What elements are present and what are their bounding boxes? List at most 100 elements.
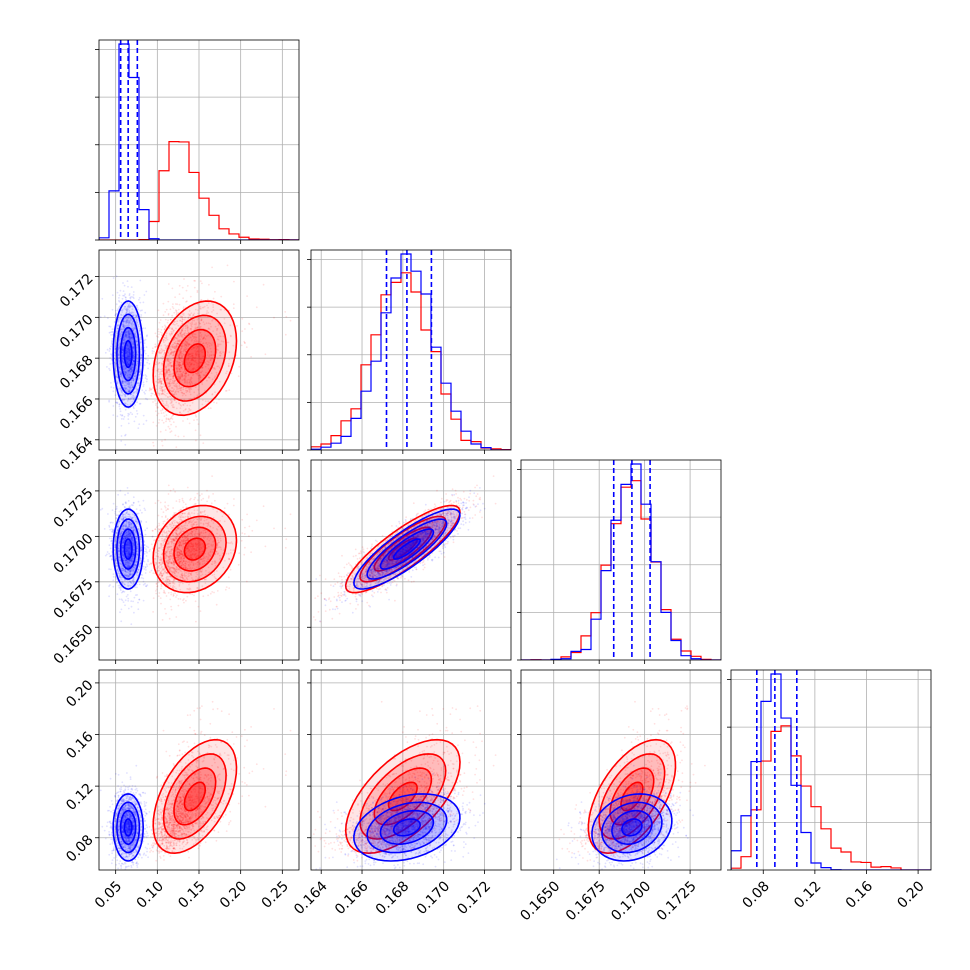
scatter-point xyxy=(172,374,175,377)
scatter-point xyxy=(195,354,198,357)
scatter-point xyxy=(127,374,130,377)
scatter-point xyxy=(108,400,110,403)
scatter-point xyxy=(193,286,196,289)
scatter-point xyxy=(177,556,180,559)
scatter-point xyxy=(206,304,208,307)
scatter-point xyxy=(248,525,251,528)
scatter-point xyxy=(194,340,197,343)
scatter-point xyxy=(175,344,178,347)
scatter-point xyxy=(178,356,181,359)
scatter-point xyxy=(115,401,117,404)
scatter-point xyxy=(130,296,133,298)
scatter-point xyxy=(203,374,206,377)
scatter-point xyxy=(167,319,170,322)
scatter-point xyxy=(178,354,181,357)
scatter-point xyxy=(129,355,132,357)
scatter-point xyxy=(182,297,185,300)
scatter-point xyxy=(173,345,176,348)
scatter-point xyxy=(191,348,194,350)
scatter-point xyxy=(117,344,120,347)
scatter-point xyxy=(108,399,110,402)
scatter-point xyxy=(128,335,131,338)
scatter-point xyxy=(192,342,195,345)
scatter-point xyxy=(166,321,169,324)
scatter-point xyxy=(132,358,134,360)
scatter-point xyxy=(195,372,198,375)
scatter-point xyxy=(125,334,128,336)
scatter-point xyxy=(127,600,130,602)
scatter-point xyxy=(123,338,125,340)
scatter-point xyxy=(173,406,176,409)
scatter-point xyxy=(200,361,203,364)
scatter-point xyxy=(194,359,197,362)
scatter-point xyxy=(130,370,133,373)
scatter-point xyxy=(178,361,180,364)
scatter-point xyxy=(188,398,190,400)
scatter-point xyxy=(130,381,133,384)
scatter-point xyxy=(127,360,129,363)
scatter-point xyxy=(124,371,127,373)
scatter-point xyxy=(133,323,136,326)
scatter-point xyxy=(125,331,127,334)
scatter-point xyxy=(187,357,190,359)
scatter-point xyxy=(172,390,174,392)
scatter-point xyxy=(117,327,119,330)
scatter-point xyxy=(124,293,126,296)
scatter-point xyxy=(123,335,126,338)
scatter-point xyxy=(193,360,196,362)
scatter-point xyxy=(284,527,287,530)
scatter-point xyxy=(160,362,163,365)
scatter-point xyxy=(128,359,131,362)
scatter-point xyxy=(166,370,169,372)
scatter-point xyxy=(123,365,125,368)
scatter-point xyxy=(220,308,223,311)
scatter-point xyxy=(214,375,217,378)
scatter-point xyxy=(108,350,111,352)
scatter-point xyxy=(202,337,205,340)
scatter-point xyxy=(134,333,136,336)
scatter-point xyxy=(108,426,110,429)
scatter-point xyxy=(124,443,127,446)
scatter-point xyxy=(175,322,178,325)
scatter-point xyxy=(124,373,127,376)
scatter-point xyxy=(200,319,203,322)
scatter-point xyxy=(180,389,183,392)
scatter-point xyxy=(158,378,161,381)
scatter-point xyxy=(193,419,195,421)
scatter-point xyxy=(199,376,202,379)
scatter-point xyxy=(180,370,182,373)
scatter-point xyxy=(129,306,131,309)
scatter-point xyxy=(174,379,177,382)
scatter-point xyxy=(170,348,172,351)
scatter-point xyxy=(140,336,142,339)
scatter-point xyxy=(238,365,241,368)
scatter-point xyxy=(118,403,121,406)
scatter-point xyxy=(178,284,181,287)
scatter-point xyxy=(131,311,134,313)
scatter-point xyxy=(126,342,129,345)
scatter-point xyxy=(191,358,194,361)
scatter-point xyxy=(181,320,184,323)
scatter-point xyxy=(196,318,199,321)
scatter-point xyxy=(127,376,130,379)
scatter-point xyxy=(153,393,156,396)
scatter-point xyxy=(127,363,129,366)
scatter-point xyxy=(119,410,122,413)
scatter-point xyxy=(185,387,187,390)
scatter-point xyxy=(166,371,169,373)
scatter-point xyxy=(174,385,177,387)
scatter-point xyxy=(178,303,181,306)
scatter-point xyxy=(243,342,246,344)
scatter-point xyxy=(142,374,145,377)
scatter-point xyxy=(198,392,201,395)
scatter-point xyxy=(169,308,172,311)
scatter-point xyxy=(180,557,182,559)
scatter-point xyxy=(131,366,134,368)
scatter-point xyxy=(179,351,182,354)
panel-frame xyxy=(310,249,512,451)
scatter-point xyxy=(121,394,123,397)
scatter-point xyxy=(164,344,167,346)
scatter-point xyxy=(168,388,171,390)
scatter-point xyxy=(134,374,137,376)
scatter-point xyxy=(176,342,179,345)
